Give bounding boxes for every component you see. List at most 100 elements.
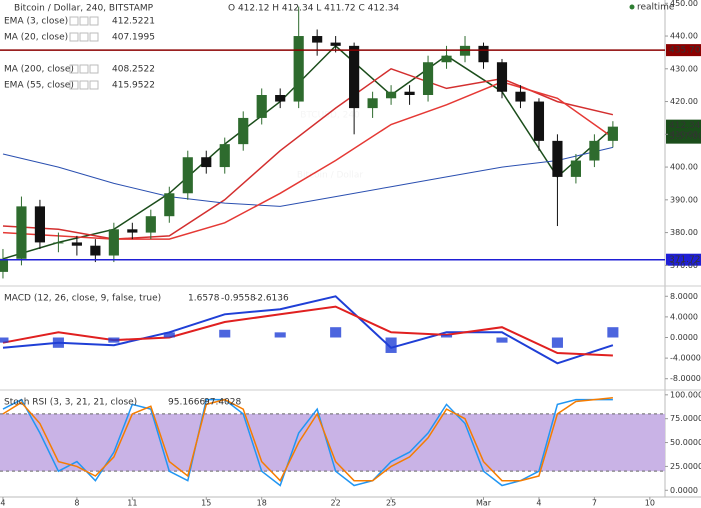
y-tick-label: 370.00 xyxy=(670,261,698,270)
candle-body xyxy=(367,98,378,109)
pane: Stoch RSI (3, 3, 21, 21, close) 95.166697… xyxy=(0,396,665,487)
histogram-bar xyxy=(607,327,619,338)
legend-icon xyxy=(69,32,79,42)
histogram-bar xyxy=(440,334,453,338)
indicator-line xyxy=(2,146,614,207)
candle-body xyxy=(478,45,489,63)
legend-value: 1.6578 xyxy=(188,294,220,304)
legend-icon xyxy=(79,64,89,74)
axis: 0.0000 25.0000 50.0000 75.0000 100.0000 4 8 11 1… xyxy=(0,390,701,507)
last-price-tag xyxy=(666,119,701,144)
y-tick-label: 75.0000 xyxy=(670,414,701,423)
histogram-bar xyxy=(219,329,231,338)
chart-title: Bitcoin / Dollar, 240, BITSTAMP xyxy=(14,4,154,14)
candle-body xyxy=(0,258,9,272)
legend-label: EMA (3, close) xyxy=(4,17,68,27)
histogram-bar xyxy=(0,337,9,343)
x-tick-label: 7 xyxy=(592,499,597,508)
histogram-bar xyxy=(330,327,342,338)
indicator-line xyxy=(2,44,614,260)
legend-icon xyxy=(89,32,99,42)
legend-icon xyxy=(89,64,99,74)
histogram-bar xyxy=(163,332,175,338)
price-tag xyxy=(666,253,701,266)
x-tick-label: 22 xyxy=(331,499,341,508)
indicator-line xyxy=(2,67,614,240)
axis: 370.00 380.00 390.00 400.00 410.00 420.00 430.… xyxy=(665,0,698,270)
legend-value: 95.1666 xyxy=(168,398,205,408)
legend-icon xyxy=(79,16,89,26)
candle-body xyxy=(219,144,230,168)
y-tick-label: 4.0000 xyxy=(670,312,698,321)
legend-label: EMA (55, close) xyxy=(4,81,74,91)
x-tick-label: 10 xyxy=(645,499,655,508)
candle-body xyxy=(16,206,27,259)
legend-icon xyxy=(69,80,79,90)
legend-icon xyxy=(89,16,99,26)
candle-body xyxy=(164,193,175,217)
candle-body xyxy=(386,91,397,99)
y-tick-label: 450.00 xyxy=(670,0,698,8)
watermark-sub: Bitcoin / Dollar xyxy=(297,171,364,181)
candle-body xyxy=(607,126,618,141)
watermark: BTCUSD, 240 xyxy=(300,111,360,121)
legend-icon xyxy=(89,80,99,90)
legend-label: MA (200, close) xyxy=(4,65,74,75)
y-tick-label: 430.00 xyxy=(670,64,698,73)
candle-body xyxy=(53,242,64,244)
y-tick-label: 0.0000 xyxy=(670,486,698,495)
price-tag xyxy=(666,44,701,57)
legend-icon xyxy=(79,80,89,90)
y-tick-label: 8.0000 xyxy=(670,292,698,301)
candle-body xyxy=(182,157,193,194)
axis: -8.0000 -4.0000 0.0000 4.0000 8.0000 xyxy=(665,292,701,383)
candle-body xyxy=(256,95,267,118)
x-tick-label: 4 xyxy=(536,499,541,508)
candle-body xyxy=(34,206,46,243)
plot-area xyxy=(0,6,618,279)
pane: BTCUSD, 240 Bitcoin / Dollar 435.70 371.72 4… xyxy=(0,3,701,279)
histogram-bar xyxy=(52,337,64,348)
legend-value: -0.9558 xyxy=(221,294,256,304)
indicator-line xyxy=(2,396,613,482)
legend-icon xyxy=(69,16,79,26)
price-tag-label: 371.72 xyxy=(669,255,701,265)
y-tick-label: 100.0000 xyxy=(670,390,701,399)
legend-label: Stoch RSI (3, 3, 21, 21, close) xyxy=(4,398,137,408)
last-price-label: 412.34 xyxy=(669,121,701,131)
histogram-bar xyxy=(108,337,120,343)
legend-value: 412.5221 xyxy=(112,17,155,27)
y-tick-label: 400.00 xyxy=(670,163,698,172)
y-tick-label: 25.0000 xyxy=(670,462,701,471)
y-tick-label: 0.0000 xyxy=(670,333,698,342)
legend-value: 407.1995 xyxy=(112,33,155,43)
candle-body xyxy=(422,62,434,95)
histogram-bar xyxy=(496,337,508,343)
candle-body xyxy=(441,55,452,63)
candle-body xyxy=(145,216,156,233)
countdown-label: 3:57:00 xyxy=(669,132,701,142)
histogram-bar xyxy=(274,332,286,338)
candle-body xyxy=(127,229,138,233)
candle-body xyxy=(201,157,212,168)
indicator-line xyxy=(2,81,614,240)
candle-body xyxy=(404,91,415,95)
y-tick-label: 440.00 xyxy=(670,32,698,41)
legend-icon xyxy=(79,32,89,42)
x-tick-label: 25 xyxy=(386,499,396,508)
x-tick-label: Mar xyxy=(476,499,492,508)
candle-body xyxy=(533,101,545,141)
legend-value: 97.4028 xyxy=(204,398,241,408)
plot-area xyxy=(2,396,613,487)
candle-body xyxy=(312,36,323,43)
status-label: realtime xyxy=(637,3,675,13)
plot-area xyxy=(0,295,619,365)
candle-body xyxy=(552,140,563,177)
y-tick-label: 390.00 xyxy=(670,195,698,204)
candle-body xyxy=(589,140,600,161)
x-tick-label: 15 xyxy=(201,499,211,508)
candle-body xyxy=(71,242,82,246)
y-tick-label: -4.0000 xyxy=(670,354,701,363)
x-tick-label: 8 xyxy=(74,499,79,508)
